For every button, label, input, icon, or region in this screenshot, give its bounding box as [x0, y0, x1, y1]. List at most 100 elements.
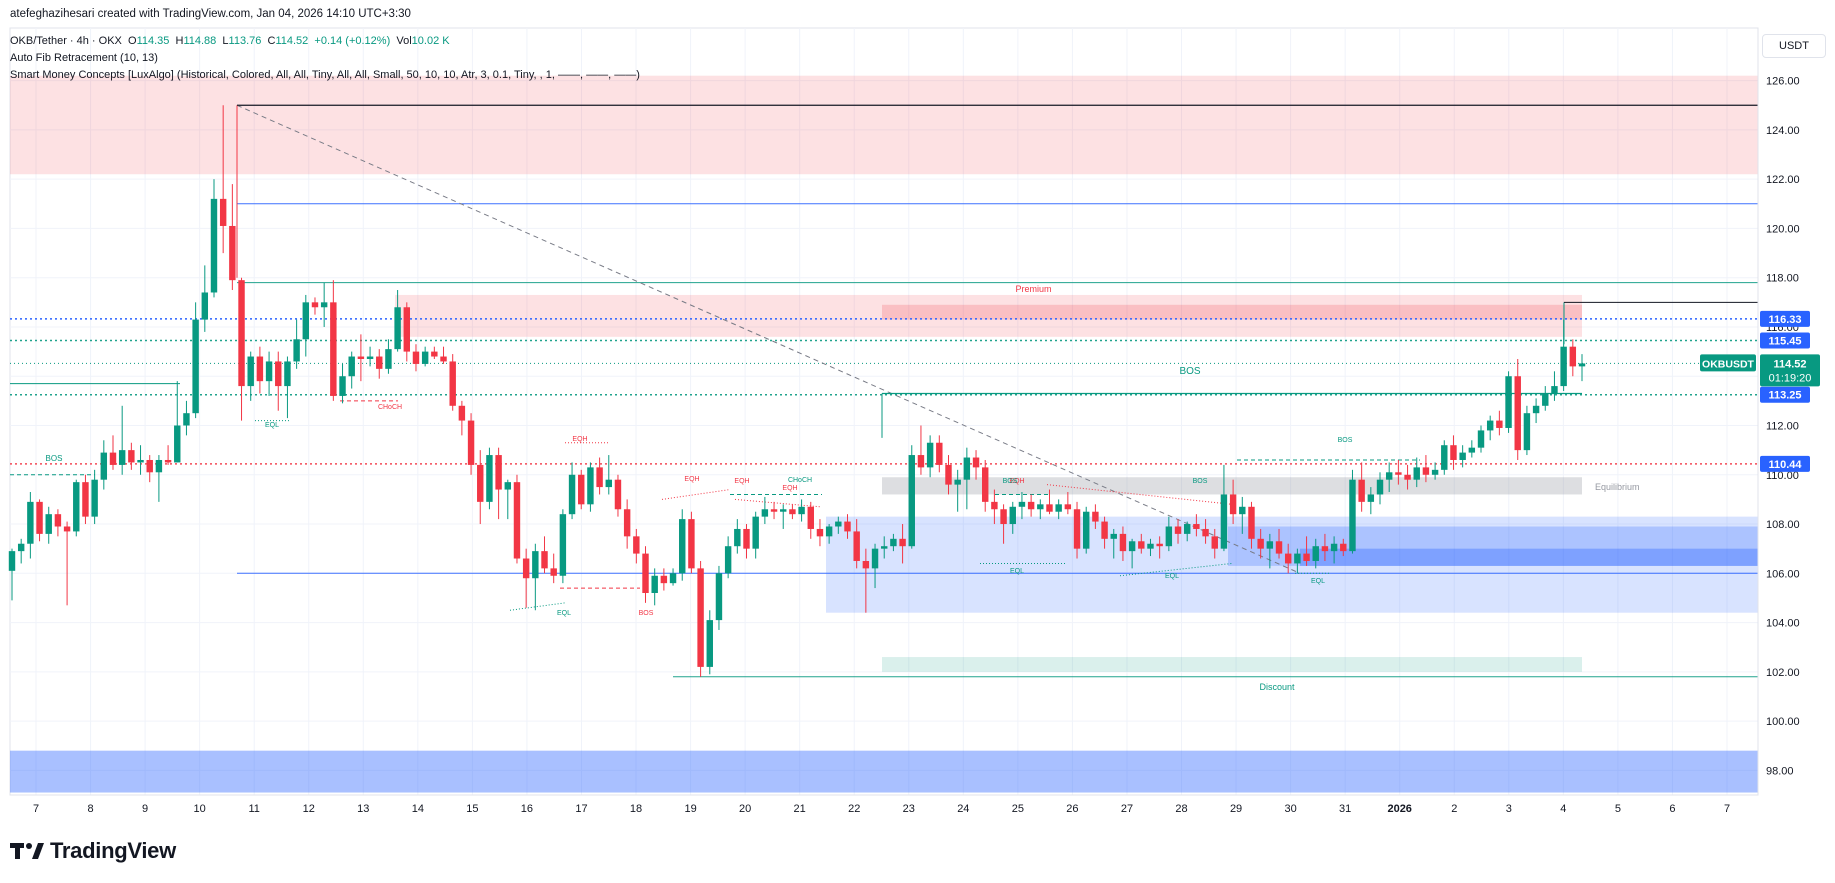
candle-body [73, 482, 80, 532]
candle-body [320, 302, 328, 308]
candle-body [403, 307, 411, 352]
candle-body [357, 356, 365, 359]
candle-body [36, 501, 43, 534]
x-tick-label: 7 [33, 803, 39, 815]
symbol-title[interactable]: OKB/Tether · 4h · OKX [10, 35, 122, 47]
candle-body [1486, 420, 1494, 431]
candle-body [780, 509, 787, 512]
x-tick-label: 16 [521, 803, 533, 815]
smc-label: BOS [1193, 478, 1208, 485]
indicator-fib[interactable]: Auto Fib Retracement (10, 13) [10, 52, 158, 64]
candle-body [1018, 501, 1026, 507]
candle-body [807, 506, 814, 529]
price-badge-label: 113.25 [1768, 390, 1801, 402]
candle-body [651, 575, 658, 594]
x-tick-label: 2026 [1387, 803, 1411, 815]
x-tick-label: 9 [142, 803, 148, 815]
candle-body [1477, 430, 1485, 448]
last-price-label: 114.52 [1773, 358, 1806, 370]
candle-body [1560, 346, 1567, 387]
candle-body [550, 568, 557, 576]
y-tick-label: 126.00 [1766, 76, 1800, 88]
symbol-tag-label: OKBUSDT [1702, 358, 1755, 370]
candle-body [1220, 494, 1228, 549]
candle-body [486, 455, 493, 502]
candle-body [862, 560, 870, 569]
candle-body [100, 452, 108, 480]
candle-body [504, 482, 512, 490]
candle-body [789, 509, 796, 515]
candle-body [477, 464, 484, 502]
candle-body [1284, 553, 1292, 564]
candle-body [587, 467, 594, 505]
candle-body [522, 558, 530, 579]
chart-grid [9, 27, 1759, 796]
candle-body [1340, 543, 1347, 552]
candle-body [339, 376, 346, 396]
candle-body [1376, 479, 1384, 495]
structure-dotted-line [509, 602, 566, 611]
candle-body [1321, 546, 1329, 552]
candle-body [17, 543, 25, 552]
candle-body [1514, 376, 1521, 451]
candle-body [449, 361, 456, 406]
candle-body [568, 474, 576, 515]
time-axis[interactable]: 7 8 9 10 11 12 13 14 15 16 17 18 19 20 21 22 23 24 25 26 27 2… [10, 794, 1758, 815]
zone-equilibrium [882, 477, 1582, 495]
change-value: +0.14 (+0.12%) [314, 35, 391, 47]
candle-body [972, 457, 980, 468]
candle-body [1578, 363, 1586, 367]
zone-label: Equilibrium [1595, 482, 1640, 492]
candle-body [1266, 541, 1274, 549]
candle-body [881, 546, 888, 549]
candle-body [1138, 541, 1145, 549]
candle-body [27, 501, 34, 544]
candle-body [1367, 494, 1375, 502]
candle-body [431, 351, 438, 357]
candle-body [1441, 445, 1448, 470]
candle-body [137, 459, 144, 463]
candle-body [679, 519, 686, 574]
y-tick-label: 118.00 [1766, 273, 1799, 285]
zone-bottom-demand [10, 750, 1758, 793]
candle-body [440, 356, 447, 362]
candle-body [1257, 538, 1264, 549]
close-label: C [267, 35, 276, 47]
candle-body [1202, 528, 1209, 537]
candle-body [1046, 504, 1053, 512]
candle-body [495, 455, 502, 490]
x-tick-label: 3 [1506, 803, 1512, 815]
candle-body [1119, 533, 1127, 552]
candle-body [45, 514, 52, 534]
candle-body [1330, 543, 1338, 552]
candle-body [128, 450, 135, 463]
y-tick-label: 100.00 [1766, 716, 1800, 728]
candle-body [1468, 447, 1476, 453]
quote-unit-button[interactable]: USDT [1762, 34, 1826, 58]
y-tick-label: 112.00 [1766, 421, 1799, 433]
smc-label: EQL [1010, 568, 1024, 575]
candle-body [1183, 524, 1191, 534]
x-tick-label: 2 [1451, 803, 1457, 815]
smc-label: BOS [1338, 437, 1353, 444]
close-value: 114.52 [275, 35, 309, 47]
candle-body [302, 302, 310, 340]
candle-body [1523, 413, 1531, 451]
candle-body [82, 482, 89, 517]
x-tick-label: 11 [248, 803, 259, 815]
candle-body [724, 546, 732, 574]
indicator-smc[interactable]: Smart Money Concepts [LuxAlgo] (Historic… [10, 69, 640, 81]
price-badge-label: 115.45 [1768, 336, 1801, 348]
candle-body [982, 467, 989, 502]
candle-body [1542, 393, 1549, 406]
tradingview-logo[interactable]: TradingView [10, 838, 176, 864]
structure-dotted-line [1119, 562, 1233, 577]
candle-body [238, 280, 245, 387]
candle-body [917, 455, 925, 468]
candle-body [1404, 474, 1411, 480]
candle-body [816, 528, 824, 537]
smc-label: EQL [1165, 573, 1179, 580]
smc-label: EQH [572, 436, 587, 443]
price-axis[interactable]: 98.00 100.00 102.00 104.00 106.00 108.00 110.0… [1700, 28, 1820, 795]
